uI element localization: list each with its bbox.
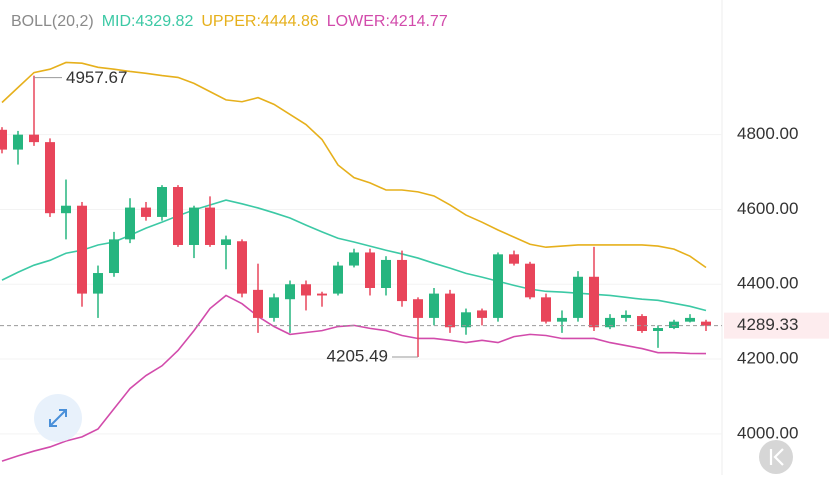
candle-body — [45, 142, 55, 214]
candle-body — [269, 297, 279, 318]
candle-body — [413, 299, 423, 318]
candle-body — [29, 134, 39, 143]
candle-body — [109, 239, 119, 274]
band-line — [1, 61, 707, 269]
y-tick-label: 4200.00 — [737, 349, 798, 368]
y-tick-label: 4600.00 — [737, 199, 798, 218]
candle-body — [637, 316, 647, 332]
header-item: 4329.82 — [136, 13, 194, 30]
candle-body — [93, 273, 103, 294]
candle-body — [253, 289, 263, 318]
high-label: 4957.67 — [66, 68, 127, 87]
candle-body — [173, 187, 183, 245]
candle-body — [157, 187, 167, 217]
candle-body — [589, 276, 599, 328]
candle-body — [477, 310, 487, 318]
band-line — [1, 199, 707, 312]
candle-body — [141, 207, 151, 217]
candle-body — [317, 293, 327, 296]
candle-body — [493, 254, 503, 318]
candle-body — [237, 241, 247, 294]
candle-body — [333, 265, 343, 294]
header-item: MID: — [102, 13, 136, 30]
candle-body — [0, 129, 7, 150]
candle-body — [221, 239, 231, 245]
candle-body — [285, 284, 295, 300]
candle-body — [509, 254, 519, 264]
candle-body — [573, 276, 583, 318]
candle-body — [653, 328, 663, 332]
candle-body — [701, 321, 711, 326]
header-item: BOLL(20,2) — [11, 13, 94, 30]
candle-body — [621, 314, 631, 318]
header-item: 4214.77 — [390, 13, 448, 30]
candle-body — [685, 317, 695, 322]
candle-body — [13, 134, 23, 150]
candle-body — [429, 293, 439, 318]
header-item: UPPER: — [201, 13, 261, 30]
header-item: 4444.86 — [261, 13, 319, 30]
candle-body — [461, 312, 471, 328]
indicator-header: BOLL(20,2) MID:4329.82 UPPER:4444.86 LOWER:… — [11, 13, 448, 30]
candle-body — [381, 259, 391, 288]
y-tick-label: 4800.00 — [737, 124, 798, 143]
candle-body — [669, 321, 679, 329]
candle-body — [189, 207, 199, 245]
candle-body — [61, 205, 71, 214]
candle-body — [205, 207, 215, 245]
candle-body — [525, 263, 535, 298]
candle-body — [397, 259, 407, 302]
expand-button[interactable] — [34, 394, 82, 442]
last-price-label: 4289.33 — [737, 315, 798, 334]
band-line — [1, 294, 707, 462]
scroll-latest-button[interactable] — [759, 440, 793, 474]
candle-body — [349, 252, 359, 266]
candle-body — [365, 252, 375, 288]
last-price-box — [724, 312, 829, 339]
candle-body — [125, 207, 135, 240]
candle-body — [301, 284, 311, 296]
candle-body — [77, 205, 87, 294]
candle-body — [541, 297, 551, 322]
y-tick-label: 4000.00 — [737, 423, 798, 442]
low-label: 4205.49 — [327, 346, 388, 365]
header-item: LOWER: — [327, 13, 390, 30]
candle-body — [605, 317, 615, 328]
candle-body — [557, 317, 567, 322]
y-tick-label: 4400.00 — [737, 274, 798, 293]
candle-body — [445, 293, 455, 328]
